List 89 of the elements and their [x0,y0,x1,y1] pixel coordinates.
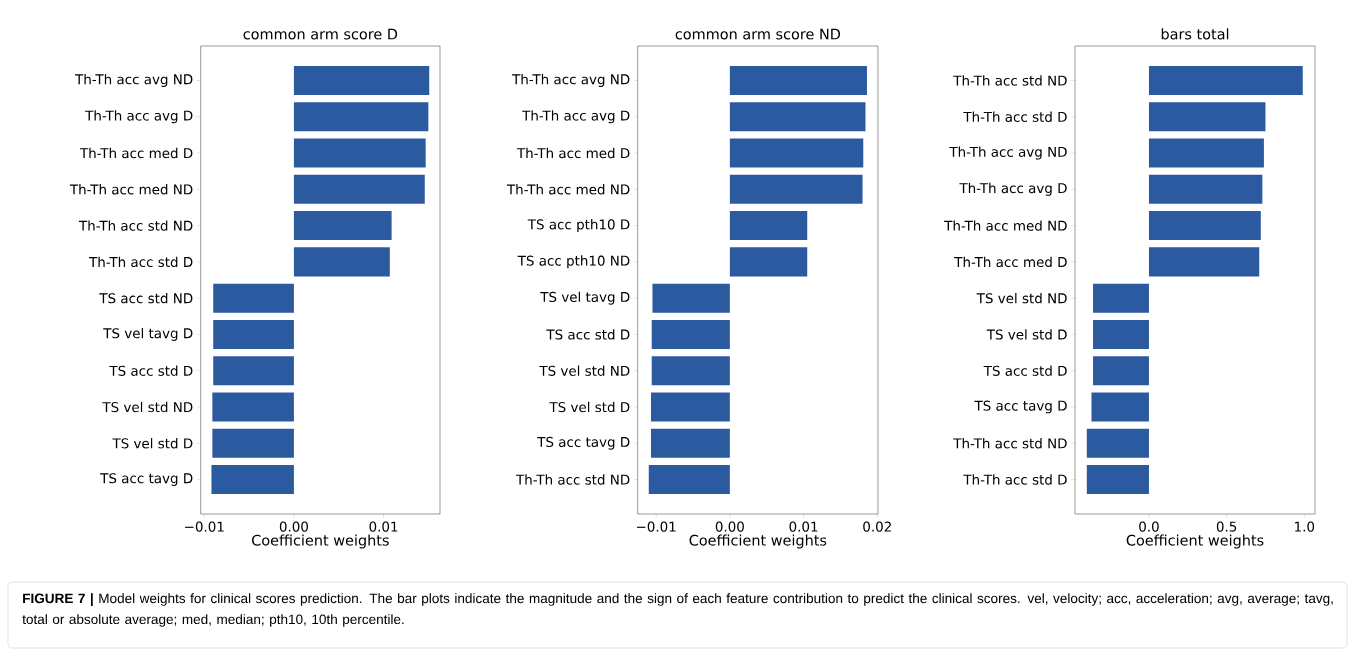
x-tick-label: 0.02 [863,521,891,532]
bar [293,174,425,204]
bar [1093,283,1149,313]
x-tick-label: −0.01 [185,521,224,532]
bar [1093,319,1149,349]
x-tick-label: −0.01 [636,521,676,532]
text: FIGURE 7 | Model weights for clinical scores prediction. The bar plots indicate the magnitude and the sign of each feature contribution to predict the clinical scores. vel, velocity; acc, acceleration; avg, average; tavg, total or absolute average; med, median; pth10, 10th percentile. [22,593,1333,627]
bar [651,356,730,386]
x-tick-label: 0.00 [715,521,744,532]
y-tick-label: Th-Th acc med D [516,147,630,159]
y-tick-label: Th-Th acc med D [954,256,1067,268]
bar [293,247,390,277]
bar [293,138,426,168]
y-tick-label: TS acc std ND [99,292,193,304]
y-tick-label: Th-Th acc avg ND [949,146,1067,160]
bar [1148,247,1260,277]
x-axis-title: Coefficient weights [689,534,827,549]
x-tick-label: 0.01 [369,521,398,532]
y-tick-label: Th-Th acc avg D [522,110,630,124]
bar [648,465,730,495]
y-tick-label: TS vel std ND [102,401,193,413]
y-tick-label: Th-Th acc std D [89,256,193,268]
bar [729,174,863,204]
y-tick-label: TS vel std ND [976,292,1067,304]
y-tick-label: Th-Th acc std ND [78,220,193,231]
x-tick-label: 0.00 [279,521,308,532]
bar [729,65,867,95]
x-axis-title: Coefficient weights [252,534,389,549]
y-tick-label: TS acc std D [546,329,630,340]
y-tick-label: TS acc tavg D [974,400,1067,414]
y-tick-label: TS acc pth10 D [527,219,630,233]
bar [1086,465,1149,495]
bar [1148,138,1264,168]
y-tick-label: Th-Th acc std D [963,474,1067,485]
chart-title: bars total [1161,28,1229,40]
y-tick-label: TS acc tavg D [537,436,630,450]
y-tick-label: Th-Th acc avg ND [75,73,193,87]
y-tick-label: TS vel tavg D [103,327,193,341]
y-tick-label: Th-Th acc std ND [953,75,1067,86]
bar [652,283,730,313]
bar [293,102,429,132]
bar [651,319,730,349]
y-tick-label: TS vel std D [112,438,193,449]
bar [1093,356,1149,386]
y-tick-label: TS acc std D [983,365,1067,376]
bar [650,428,730,458]
chart-title: common arm score ND [675,28,841,40]
y-tick-label: TS vel std D [986,329,1067,340]
x-tick-label: 0.0 [1139,521,1159,532]
bar [1148,65,1303,95]
x-axis-title: Coefficient weights [1126,534,1264,549]
x-tick-label: 0.5 [1216,521,1237,532]
bar [1148,102,1266,132]
bar [729,102,866,132]
y-tick-label: Th-Th acc med D [79,147,193,159]
bar [1091,392,1149,422]
bar [212,392,294,422]
y-tick-label: Th-Th acc avg D [85,110,193,124]
y-tick-label: Th-Th acc avg D [959,182,1067,196]
bar [729,138,864,168]
y-tick-label: Th-Th acc std ND [515,474,630,485]
bar [729,247,808,277]
y-tick-label: TS vel tavg D [540,291,630,305]
y-tick-label: Th-Th acc std ND [953,438,1067,449]
bar [293,65,430,95]
bar [213,356,294,386]
y-tick-label: TS acc std D [109,365,193,376]
bar [729,211,808,241]
chart-title: common arm score D [243,28,398,40]
x-tick-label: 1.0 [1295,521,1315,532]
bar [1148,174,1263,204]
bar [211,465,294,495]
y-tick-label: Th-Th acc med ND [506,184,630,195]
y-tick-label: TS acc pth10 ND [517,255,630,269]
bar [1086,428,1149,458]
bar [1148,211,1261,241]
y-tick-label: TS vel std D [549,401,630,413]
y-tick-label: Th-Th acc std D [963,111,1067,122]
bar [212,428,294,458]
bar [213,319,294,349]
bar [650,392,730,422]
bar [293,211,392,241]
bar [213,283,294,313]
y-tick-label: TS vel std ND [539,365,630,376]
y-tick-label: Th-Th acc med ND [944,220,1067,231]
y-tick-label: Th-Th acc med ND [69,184,193,195]
y-tick-label: Th-Th acc avg ND [512,73,630,87]
x-tick-label: 0.01 [789,521,818,532]
y-tick-label: TS acc tavg D [100,473,193,486]
